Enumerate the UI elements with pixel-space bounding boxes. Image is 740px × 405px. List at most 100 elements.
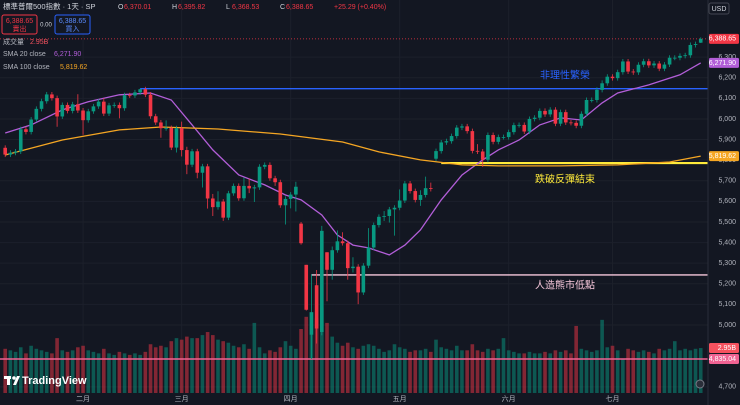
candle-body [382,215,386,217]
volume-bar [304,316,309,393]
volume-bar [231,345,236,393]
candle-body [107,105,111,114]
volume-bar [657,348,662,393]
ohlc-value: 6,370.01 [124,4,151,11]
volume-bar [698,348,703,393]
legend-sma100-name: SMA 100 close [3,64,50,71]
y-tick-label: 5,900 [718,136,736,143]
candle-body [211,198,215,208]
candle-body [403,183,407,201]
volume-bar [13,351,18,393]
candle-body [621,61,625,73]
candle-body [185,150,189,165]
sma-tag-bg [709,57,739,68]
sell-label[interactable]: 賣出 [13,24,27,33]
candle-body [496,137,501,142]
candle-body [159,122,163,129]
candle-body [652,63,656,66]
volume-bar [403,348,407,393]
candle-body [470,131,475,151]
candle-body [55,98,59,117]
level-label: 跌破反彈結束 [535,173,595,186]
candle-body [60,104,65,117]
volume-bar [65,351,70,393]
candle-body [268,164,272,179]
volume-bar [652,353,656,393]
volume-bar [647,351,651,393]
volume-bar [579,348,584,393]
volume-bar [102,348,106,393]
volume-bar [486,348,490,393]
volume-bar [205,332,210,393]
volume-bar [548,353,553,393]
candle-body [86,111,91,121]
volume-bar [418,350,423,393]
volume-bar [563,350,568,393]
candle-body [366,247,371,266]
volume-bar [76,347,80,393]
volume-bar [470,344,475,393]
sma-tag: 6,271.90 [709,60,736,67]
sma-line [5,126,701,167]
volume-bar [662,350,667,393]
volume-bar [268,350,272,393]
currency[interactable]: USD [712,6,727,13]
volume-bar [273,351,277,393]
volume-bar [257,347,262,393]
volume-bar [262,353,267,393]
volume-bar [29,345,33,393]
volume-bar [112,354,116,393]
volume-bar [133,353,137,393]
candle-body [153,116,158,123]
currency-box[interactable] [708,2,730,15]
ohlc-change: +25.29 (+0.40%) [334,4,386,11]
y-tick-label: 5,600 [718,198,736,205]
candle-body [522,124,527,132]
volume-bar [527,351,532,393]
candle-body [413,191,418,200]
volume-bar [413,350,418,393]
volume-bar [216,339,220,393]
sell-price[interactable]: 6,388.65 [6,18,33,25]
candle-body [605,76,610,84]
buy-price[interactable]: 6,388.65 [59,18,86,25]
volume-bar [164,347,168,393]
volume-bar [605,347,610,393]
volume-bar [211,335,215,393]
volume-bar [278,347,283,393]
y-tick-label: 6,200 [718,75,736,82]
volume-bar [387,350,392,393]
volume-bar [236,347,241,393]
volume-bar [512,351,516,393]
buy-button[interactable] [54,14,91,35]
candle-body [532,117,537,119]
volume-bar [636,351,641,393]
candle-body [133,92,137,96]
candle-body [538,110,542,118]
volume-bar [179,339,184,393]
volume-bar [81,345,85,393]
volume-bar [667,348,672,393]
volume-bar [626,348,630,393]
volume-bar [553,350,558,393]
sell-button[interactable] [1,14,38,35]
volume-bar [127,354,132,393]
corner-icon[interactable] [695,379,705,389]
volume-bar [122,353,127,393]
volume-bar [252,322,257,393]
volume-bar [195,338,200,393]
buy-label[interactable]: 買入 [66,25,80,33]
volume-bar [589,351,594,393]
candle-body [589,99,594,101]
ohlc-value: 6,368.53 [232,4,259,11]
candle-body [672,57,677,59]
volume-bar [397,347,402,393]
grid-layer [0,0,708,393]
candle-body [70,104,75,111]
y-tick-label: 5,400 [718,239,736,246]
volume-bar [532,353,537,393]
candle-body [122,95,127,109]
candle-body [486,135,490,160]
candle-body [429,188,433,190]
